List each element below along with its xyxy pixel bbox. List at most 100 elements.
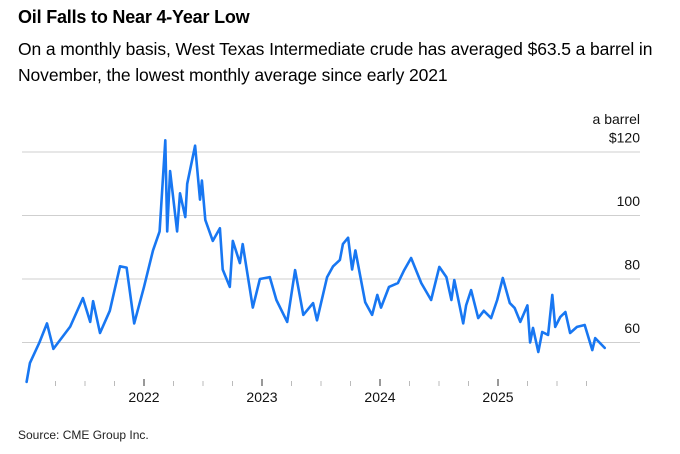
data-point <box>559 316 562 318</box>
data-point <box>347 236 349 239</box>
data-point <box>591 349 594 351</box>
x-tick-label: 2023 <box>246 389 277 405</box>
data-point <box>99 332 101 334</box>
data-point <box>450 299 453 301</box>
y-tick-label: 80 <box>624 257 640 273</box>
data-point <box>376 294 379 296</box>
data-point <box>477 317 479 319</box>
data-point <box>29 362 31 364</box>
data-point <box>537 351 540 353</box>
data-point <box>179 192 181 195</box>
data-point <box>302 314 305 316</box>
data-point <box>502 277 504 279</box>
data-point <box>199 198 201 201</box>
x-tick-label: 2022 <box>128 389 159 405</box>
data-point <box>239 262 241 264</box>
data-point <box>176 230 178 233</box>
data-point <box>294 269 296 271</box>
data-point <box>583 324 586 326</box>
y-tick-label: 100 <box>617 193 641 209</box>
data-point <box>332 265 334 268</box>
data-point <box>483 309 485 312</box>
data-point <box>201 179 203 182</box>
data-point <box>445 276 448 278</box>
chart-subtitle: On a monthly basis, West Texas Intermedi… <box>18 39 653 85</box>
data-point <box>169 170 171 172</box>
data-point <box>221 268 224 271</box>
data-point <box>420 282 423 284</box>
data-point <box>219 227 221 229</box>
data-point <box>397 282 399 284</box>
data-point <box>351 268 353 271</box>
data-point <box>508 302 511 304</box>
data-point <box>529 341 531 344</box>
data-point <box>371 314 373 316</box>
data-point <box>410 257 412 259</box>
data-point <box>438 266 441 268</box>
data-point <box>25 381 28 383</box>
data-point <box>38 341 41 344</box>
data-point <box>92 300 94 303</box>
data-point <box>268 276 271 278</box>
data-point <box>490 317 492 319</box>
data-point <box>312 302 314 304</box>
series-line <box>25 139 606 384</box>
data-point <box>364 301 366 303</box>
data-point <box>259 278 261 280</box>
data-point <box>339 259 341 261</box>
data-point <box>342 243 344 245</box>
data-point <box>133 322 135 325</box>
data-point <box>316 319 318 322</box>
data-point <box>109 309 111 312</box>
x-tick-label: 2025 <box>482 389 513 405</box>
data-point <box>513 307 516 309</box>
data-point <box>194 144 196 147</box>
data-point <box>354 249 357 252</box>
data-point <box>594 337 597 339</box>
data-point <box>184 216 187 218</box>
data-point <box>232 240 234 242</box>
data-point <box>526 304 529 307</box>
data-point <box>326 276 328 278</box>
data-point <box>119 265 121 268</box>
data-point <box>519 321 522 323</box>
data-point <box>496 299 499 301</box>
data-point <box>228 286 231 288</box>
data-point <box>82 297 84 299</box>
data-point <box>462 322 464 325</box>
data-point <box>576 326 578 328</box>
data-point <box>430 299 432 301</box>
data-point <box>166 230 169 233</box>
x-tick-label: 2024 <box>364 389 395 405</box>
data-point <box>125 266 128 269</box>
data-point <box>603 347 606 349</box>
data-point <box>158 230 161 233</box>
source-note: Source: CME Group Inc. <box>18 428 149 442</box>
y-axis-label: a barrel <box>593 111 640 127</box>
data-point <box>541 331 543 333</box>
data-point <box>286 321 288 323</box>
data-point <box>388 286 390 288</box>
data-point <box>164 139 167 142</box>
data-point <box>453 279 456 281</box>
data-point <box>204 219 207 221</box>
data-point <box>362 289 364 291</box>
data-point <box>554 326 557 328</box>
data-point <box>186 182 189 185</box>
y-tick-label: 60 <box>624 320 640 336</box>
data-point <box>465 304 467 307</box>
data-point <box>241 243 244 245</box>
data-point <box>69 325 71 328</box>
data-point <box>403 269 405 271</box>
data-point <box>152 249 154 252</box>
data-point <box>569 332 571 334</box>
chart-title: Oil Falls to Near 4-Year Low <box>18 7 250 27</box>
data-point <box>143 286 145 288</box>
data-point <box>532 327 534 329</box>
data-point <box>564 311 567 313</box>
data-point <box>46 322 48 325</box>
data-point <box>547 334 549 336</box>
data-point <box>212 240 214 242</box>
data-point <box>275 299 278 301</box>
